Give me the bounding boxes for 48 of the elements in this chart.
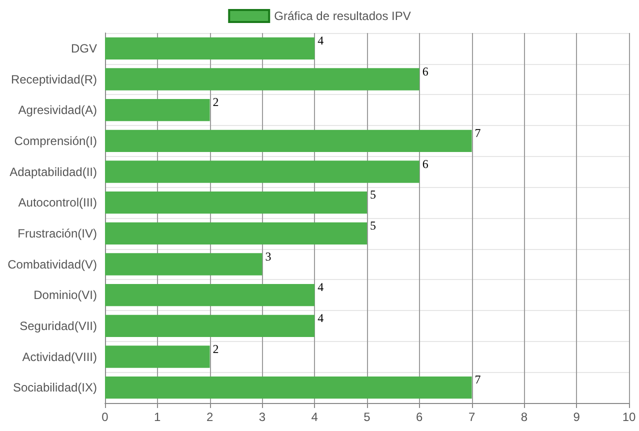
- x-tick-label: 6: [416, 410, 424, 424]
- x-tick-label: 0: [102, 410, 109, 424]
- y-tick-label: Seguridad(VII): [20, 318, 97, 333]
- data-label: 4: [318, 33, 324, 48]
- data-label: 4: [318, 310, 324, 325]
- y-tick-label: DGV: [70, 41, 97, 56]
- bar: [105, 314, 315, 338]
- x-tick-label: 3: [258, 410, 266, 424]
- y-tick-label: Autocontrol(III): [18, 196, 97, 210]
- bar: [105, 130, 472, 152]
- data-label: 2: [212, 95, 219, 110]
- x-tick-label: 7: [468, 410, 476, 424]
- y-tick-label: Agresividad(A): [18, 103, 97, 118]
- bar: [105, 376, 472, 399]
- x-tick-label: 8: [520, 410, 528, 424]
- y-tick-label: Comprensión(I): [14, 134, 97, 148]
- bar: [105, 346, 210, 368]
- y-tick-label: Receptividad(R): [10, 72, 97, 86]
- bar: [105, 37, 315, 60]
- data-label: 4: [318, 280, 324, 294]
- data-label: 6: [422, 156, 428, 171]
- y-tick-label: Actividad(VIII): [22, 350, 97, 364]
- data-label: 5: [370, 218, 376, 232]
- data-label: 3: [265, 249, 272, 264]
- x-tick-label: 4: [311, 410, 318, 424]
- data-label: 7: [474, 126, 481, 140]
- y-tick-label: Sociabilidad(IX): [12, 380, 97, 395]
- bar: [105, 222, 367, 245]
- bar: [105, 160, 420, 183]
- bar: [105, 68, 420, 90]
- data-label: 5: [370, 188, 376, 202]
- x-tick-label: 2: [206, 410, 214, 424]
- data-label: 6: [422, 64, 428, 78]
- y-tick-label: Frustración(IV): [18, 226, 97, 240]
- data-label: 2: [212, 342, 219, 356]
- x-tick-label: 10: [622, 410, 636, 424]
- y-tick-label: Adaptabilidad(II): [10, 164, 97, 179]
- bar: [105, 253, 262, 276]
- data-label: 7: [474, 372, 481, 387]
- y-tick-label: Combatividad(V): [8, 257, 97, 272]
- bar: [105, 98, 210, 122]
- x-tick-label: 9: [573, 410, 580, 424]
- bar: [105, 191, 367, 214]
- legend-label: Gráfica de resultados IPV: [274, 9, 411, 23]
- x-tick-label: 5: [364, 410, 371, 424]
- y-tick-label: Dominio(VI): [34, 288, 97, 302]
- x-tick-label: 1: [154, 410, 162, 424]
- bar: [105, 284, 315, 306]
